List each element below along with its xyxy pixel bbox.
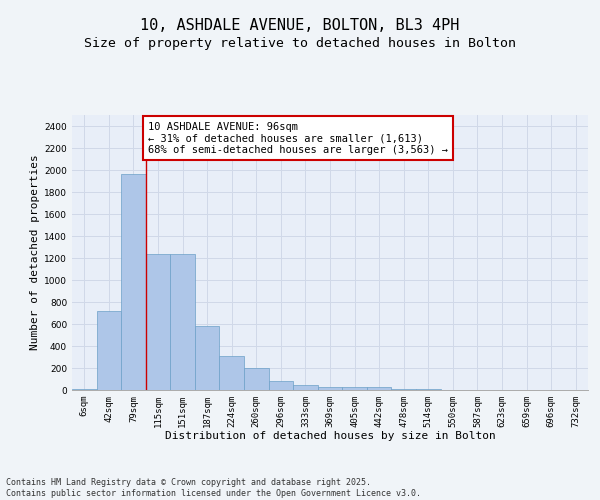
Bar	[97, 312, 121, 390]
Bar	[195, 326, 220, 390]
Bar	[220, 356, 244, 390]
Bar	[367, 386, 391, 390]
Bar	[318, 386, 342, 390]
Text: 10 ASHDALE AVENUE: 96sqm
← 31% of detached houses are smaller (1,613)
68% of sem: 10 ASHDALE AVENUE: 96sqm ← 31% of detach…	[148, 122, 448, 155]
Bar	[146, 254, 170, 390]
Bar	[391, 388, 416, 390]
Bar	[269, 381, 293, 390]
Text: Size of property relative to detached houses in Bolton: Size of property relative to detached ho…	[84, 38, 516, 51]
Bar	[342, 386, 367, 390]
Bar	[72, 389, 97, 390]
Text: 10, ASHDALE AVENUE, BOLTON, BL3 4PH: 10, ASHDALE AVENUE, BOLTON, BL3 4PH	[140, 18, 460, 32]
Bar	[170, 254, 195, 390]
Bar	[244, 368, 269, 390]
Y-axis label: Number of detached properties: Number of detached properties	[30, 154, 40, 350]
Text: Contains HM Land Registry data © Crown copyright and database right 2025.
Contai: Contains HM Land Registry data © Crown c…	[6, 478, 421, 498]
Bar	[121, 174, 146, 390]
X-axis label: Distribution of detached houses by size in Bolton: Distribution of detached houses by size …	[164, 432, 496, 442]
Bar	[293, 385, 318, 390]
